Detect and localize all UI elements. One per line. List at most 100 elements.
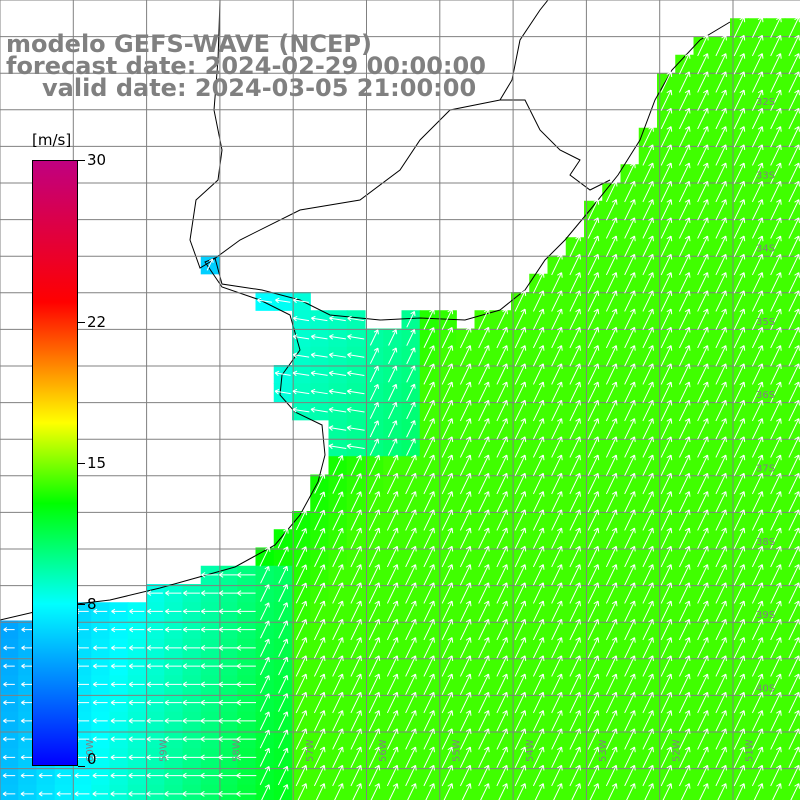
wind-arrow [715,564,727,586]
wind-arrow [697,454,709,476]
wind-arrow [182,699,201,706]
wind-arrow [587,326,600,349]
wind-arrow [715,71,727,93]
wind-cell [784,492,800,512]
wind-arrow [587,710,600,732]
wind-arrow [660,509,673,531]
wind-arrow [314,527,326,549]
wind-arrow [313,746,326,768]
wind-arrow [660,564,673,586]
wind-arrow [332,691,344,714]
wind-arrow [236,754,257,761]
wind-arrow [733,290,746,312]
wind-arrow [313,618,326,641]
wind-arrow [660,637,673,659]
wind-arrow [587,564,600,586]
wind-arrow [770,472,782,495]
wind-arrow [441,545,454,568]
wind-arrow [605,564,618,586]
wind-arrow [605,308,618,330]
wind-arrow [496,728,508,750]
wind-arrow [164,681,182,688]
wind-arrow [733,126,746,148]
wind-arrow [459,637,472,659]
wind-arrow [587,545,600,568]
wind-arrow [406,401,416,420]
wind-arrow [532,509,545,531]
wind-arrow [788,582,800,604]
wind-arrow [146,736,164,742]
wind-arrow [423,764,435,787]
wind-arrow [350,600,362,622]
wind-arrow [386,491,399,513]
wind-arrow [532,363,545,385]
wind-arrow [624,545,636,568]
wind-cell [784,292,800,311]
wind-arrow [514,326,527,349]
wind-arrow [329,334,346,340]
wind-arrow [642,363,654,385]
wind-arrow [605,746,618,768]
wind-cell [784,219,800,238]
wind-arrow [295,655,308,677]
wind-arrow [369,329,379,346]
wind-arrow [423,472,435,495]
wind-arrow [642,418,654,440]
wind-arrow [569,673,581,695]
wind-arrow [733,764,746,787]
wind-arrow [110,663,127,669]
wind-arrow [110,699,127,706]
wind-arrow [310,370,328,377]
wind-arrow [406,329,416,346]
wind-cell [182,784,202,800]
wind-arrow [678,600,691,622]
wind-arrow [551,399,563,422]
wind-arrow [350,618,362,641]
wind-arrow [733,600,746,622]
wind-arrow [733,454,746,476]
wind-arrow [278,638,289,657]
wind-arrow [697,655,709,677]
longitude-label: 57W [305,739,316,762]
wind-arrow [146,681,164,688]
wind-arrow [788,637,800,659]
wind-arrow [2,791,16,797]
wind-arrow [92,718,108,724]
latitude-labels: 32S 33S 34S 35S 36S 37S 38S 39S 40S [756,97,775,694]
colorbar-tick [78,321,85,323]
wind-arrow [660,618,673,641]
wind-arrow [532,418,545,440]
wind-arrow [532,545,545,568]
wind-arrow [405,728,417,750]
wind-arrow [751,582,764,604]
wind-arrow [697,582,709,604]
wind-arrow [459,436,472,458]
wind-arrow [751,180,764,203]
wind-arrow [715,107,727,130]
wind-arrow [496,326,508,349]
wind-arrow [441,710,454,732]
wind-arrow [788,691,800,714]
wind-arrow [110,681,127,688]
wind-arrow [56,791,71,797]
wind-arrow [751,600,764,622]
wind-arrow [770,637,782,659]
wind-arrow [514,491,527,513]
wind-arrow [697,436,709,458]
wind-arrow [605,764,618,787]
wind-arrow [20,773,34,779]
wind-arrow [92,754,108,761]
forecast-date: forecast date: 2024-02-29 00:00:00 [6,52,486,80]
wind-arrow [642,399,654,422]
wind-arrow [790,783,800,800]
wind-arrow [496,618,508,641]
wind-arrow [678,454,691,476]
wind-arrow [74,772,90,779]
wind-arrow [405,746,417,768]
wind-arrow [715,180,727,203]
wind-cell [784,164,800,184]
wind-arrow [587,746,600,768]
wind-arrow [697,399,709,422]
wind-arrow [770,253,782,276]
wind-arrow [697,418,709,440]
